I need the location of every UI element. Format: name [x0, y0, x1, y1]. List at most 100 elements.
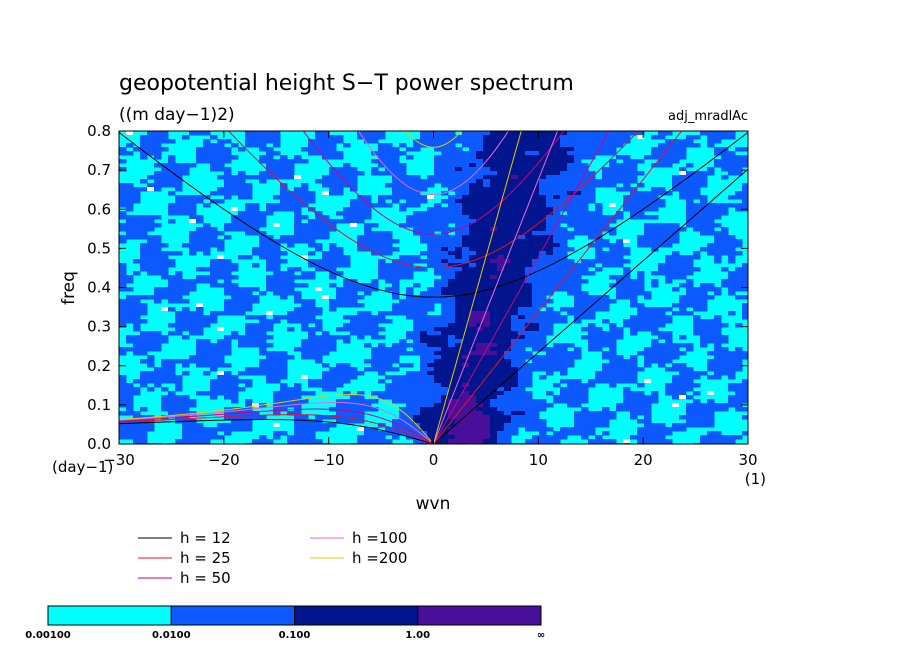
contour-cell — [259, 319, 267, 324]
contour-cell — [602, 431, 610, 436]
contour-cell — [399, 423, 407, 428]
contour-cell — [616, 247, 624, 252]
contour-cell — [140, 311, 148, 316]
contour-cell — [133, 295, 141, 300]
contour-cell — [511, 143, 519, 148]
contour-cell — [280, 167, 288, 172]
contour-gap — [644, 379, 651, 383]
contour-cell — [119, 315, 127, 320]
contour-cell — [427, 287, 435, 292]
contour-cell — [476, 395, 484, 400]
contour-cell — [595, 231, 603, 236]
contour-cell — [609, 231, 617, 236]
contour-cell — [259, 359, 267, 364]
contour-cell — [147, 363, 155, 368]
contour-cell — [161, 335, 169, 340]
contour-cell — [392, 287, 400, 292]
contour-cell — [504, 339, 512, 344]
contour-cell — [595, 423, 603, 428]
contour-cell — [455, 395, 463, 400]
contour-cell — [357, 391, 365, 396]
contour-cell — [224, 267, 232, 272]
contour-cell — [413, 379, 421, 384]
contour-cell — [735, 435, 743, 440]
contour-cell — [490, 187, 498, 192]
contour-cell — [343, 407, 351, 412]
contour-cell — [728, 271, 736, 276]
contour-cell — [518, 259, 526, 264]
contour-cell — [203, 223, 211, 228]
contour-cell — [441, 283, 449, 288]
contour-cell — [518, 419, 526, 424]
contour-cell — [329, 299, 337, 304]
contour-cell — [560, 183, 568, 188]
contour-cell — [623, 139, 631, 144]
contour-cell — [455, 271, 463, 276]
contour-cell — [595, 219, 603, 224]
contour-cell — [336, 363, 344, 368]
contour-cell — [511, 311, 519, 316]
contour-cell — [378, 159, 386, 164]
contour-cell — [273, 255, 281, 260]
contour-cell — [525, 239, 533, 244]
contour-cell — [168, 155, 176, 160]
contour-cell — [371, 439, 379, 444]
contour-gap — [273, 223, 280, 227]
contour-cell — [448, 311, 456, 316]
contour-cell — [427, 391, 435, 396]
contour-cell — [476, 327, 484, 332]
contour-cell — [434, 203, 442, 208]
contour-cell — [308, 379, 316, 384]
contour-cell — [273, 391, 281, 396]
contour-cell — [231, 423, 239, 428]
contour-cell — [224, 275, 232, 280]
contour-cell — [476, 423, 484, 428]
contour-cell — [525, 167, 533, 172]
contour-cell — [441, 167, 449, 172]
contour-cell — [455, 387, 463, 392]
contour-cell — [532, 331, 540, 336]
contour-cell — [497, 263, 505, 268]
contour-cell — [567, 275, 575, 280]
contour-cell — [609, 411, 617, 416]
y-tick-label: 0.4 — [87, 279, 111, 297]
contour-cell — [672, 375, 680, 380]
contour-cell — [511, 331, 519, 336]
contour-cell — [553, 239, 561, 244]
contour-cell — [560, 235, 568, 240]
contour-cell — [651, 195, 659, 200]
contour-cell — [497, 195, 505, 200]
contour-cell — [364, 407, 372, 412]
contour-cell — [658, 163, 666, 168]
contour-cell — [259, 179, 267, 184]
contour-cell — [476, 191, 484, 196]
contour-cell — [490, 339, 498, 344]
contour-cell — [693, 295, 701, 300]
contour-cell — [518, 295, 526, 300]
contour-cell — [455, 355, 463, 360]
contour-cell — [511, 267, 519, 272]
contour-cell — [518, 315, 526, 320]
contour-cell — [525, 315, 533, 320]
contour-cell — [406, 431, 414, 436]
contour-cell — [546, 175, 554, 180]
contour-cell — [504, 303, 512, 308]
contour-cell — [581, 411, 589, 416]
contour-cell — [595, 203, 603, 208]
contour-cell — [455, 375, 463, 380]
contour-cell — [413, 215, 421, 220]
contour-cell — [126, 347, 134, 352]
contour-cell — [224, 395, 232, 400]
contour-cell — [280, 199, 288, 204]
contour-cell — [329, 183, 337, 188]
contour-cell — [378, 151, 386, 156]
contour-cell — [609, 323, 617, 328]
contour-cell — [434, 387, 442, 392]
contour-cell — [574, 395, 582, 400]
contour-cell — [343, 171, 351, 176]
contour-cell — [140, 339, 148, 344]
contour-cell — [553, 255, 561, 260]
contour-cell — [539, 191, 547, 196]
contour-cell — [252, 331, 260, 336]
contour-cell — [133, 191, 141, 196]
